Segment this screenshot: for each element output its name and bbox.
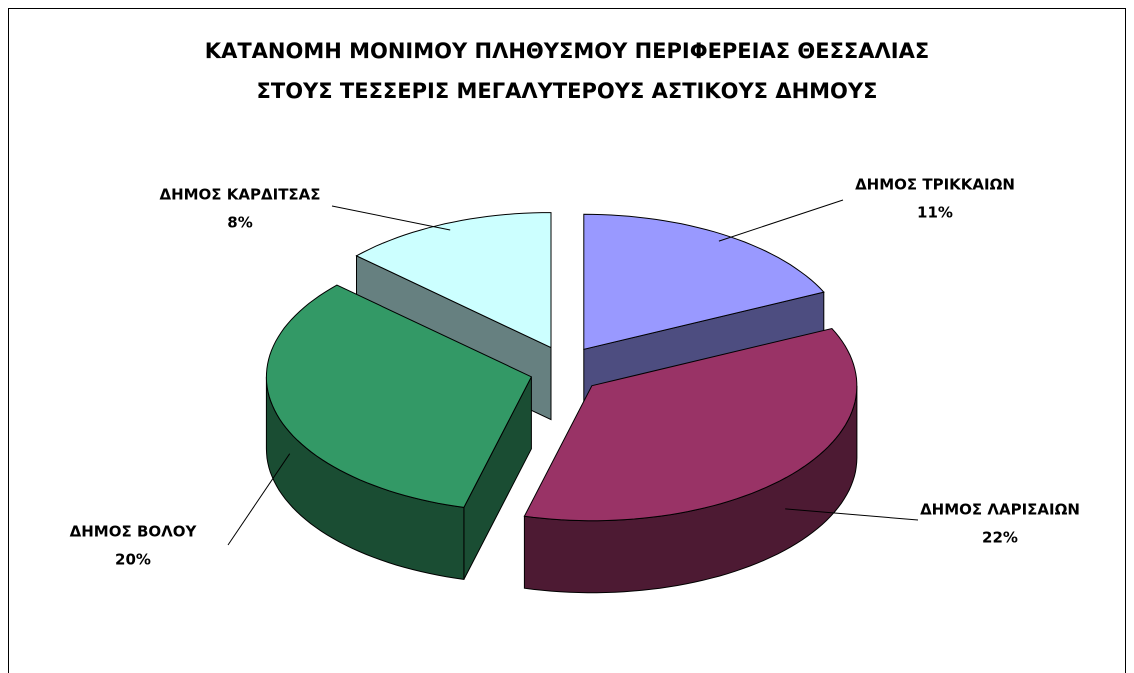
data-label-value: 20% bbox=[115, 551, 151, 569]
data-label-name: ΔΗΜΟΣ ΤΡΙΚΚΑΙΩΝ bbox=[855, 176, 1015, 194]
data-label-name: ΔΗΜΟΣ ΛΑΡΙΣΑΙΩΝ bbox=[920, 501, 1080, 519]
leader-line bbox=[785, 508, 919, 521]
chart-subtitle: ΣΤΟΥΣ ΤΕΣΣΕΡΙΣ ΜΕΓΑΛΥΤΕΡΟΥΣ ΑΣΤΙΚΟΥΣ ΔΗΜ… bbox=[257, 79, 878, 103]
chart-title: ΚΑΤΑΝΟΜΗ ΜΟΝΙΜΟΥ ΠΛΗΘΥΣΜΟΥ ΠΕΡΙΦΕΡΕΙΑΣ Θ… bbox=[205, 39, 929, 63]
data-label-value: 11% bbox=[917, 204, 953, 222]
data-label-name: ΔΗΜΟΣ ΒΟΛΟΥ bbox=[70, 523, 198, 541]
leader-line bbox=[331, 205, 451, 231]
slice bbox=[523, 327, 858, 522]
slice bbox=[265, 284, 533, 508]
leader-line bbox=[718, 199, 844, 242]
data-label-value: 22% bbox=[982, 529, 1018, 547]
data-label-name: ΔΗΜΟΣ ΚΑΡΔΙΤΣΑΣ bbox=[159, 186, 320, 204]
slice bbox=[583, 213, 825, 350]
slice bbox=[355, 212, 552, 349]
leader-line bbox=[227, 453, 291, 546]
chart-border bbox=[8, 8, 1126, 673]
data-label-value: 8% bbox=[227, 214, 252, 232]
